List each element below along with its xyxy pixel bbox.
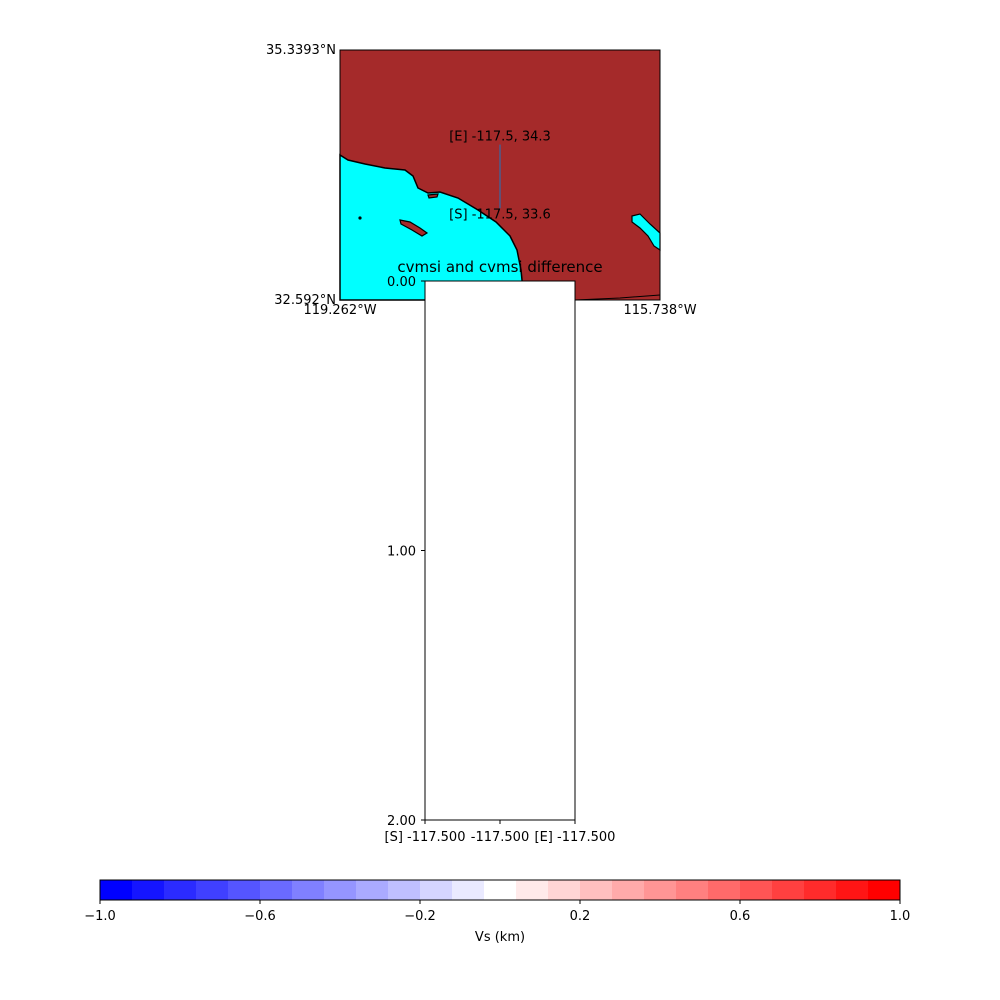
colorbar-segment (740, 880, 773, 900)
colorbar-segment (228, 880, 261, 900)
colorbar-segment (516, 880, 549, 900)
chart-title: cvmsi and cvmsi difference (397, 258, 602, 276)
colorbar-segment (772, 880, 805, 900)
colorbar-segment (612, 880, 645, 900)
y-tick-label: 0.00 (387, 275, 416, 290)
x-tick-label: −0.2 (404, 909, 436, 924)
island (399, 219, 429, 237)
colorbar-segment (644, 880, 677, 900)
plot-area (424, 280, 576, 821)
border (574, 294, 661, 301)
x-tick-label: [S] -117.500 (385, 830, 466, 845)
colorbar-segment (804, 880, 837, 900)
colorbar-segment (836, 880, 869, 900)
colorbar-segment (420, 880, 453, 900)
x-tick-label: -117.500 (471, 830, 529, 845)
colorbar-segment (676, 880, 709, 900)
colorbar-segment (452, 880, 485, 900)
colorbar-segment (580, 880, 613, 900)
x-tick-label: −1.0 (84, 909, 116, 924)
colorbar-segment (100, 880, 133, 900)
colorbar-segment (260, 880, 293, 900)
colorbar-segment (132, 880, 165, 900)
colorbar-segment (356, 880, 389, 900)
annotation: [E] -117.5, 34.3 (449, 130, 551, 145)
y-tick-label: 32.592°N (274, 293, 336, 308)
x-tick-label: [E] -117.500 (535, 830, 616, 845)
colorbar-label: Vs (km) (475, 930, 525, 945)
colorbar-segment (388, 880, 421, 900)
island (427, 193, 439, 199)
colorbar-segment (324, 880, 357, 900)
colorbar-segment (548, 880, 581, 900)
x-tick-label: 1.0 (890, 909, 911, 924)
colorbar-frame (99, 879, 901, 901)
y-tick-label: 1.00 (387, 545, 416, 560)
y-tick-label: 35.3393°N (266, 43, 336, 58)
colorbar-segment (292, 880, 325, 900)
colorbar-segment (708, 880, 741, 900)
x-tick-label: 0.6 (730, 909, 751, 924)
x-tick-label: 119.262°W (303, 303, 376, 318)
lake (631, 213, 661, 252)
x-tick-label: −0.6 (244, 909, 276, 924)
ocean (339, 153, 525, 301)
map (339, 49, 661, 301)
colorbar-segment (484, 880, 517, 900)
y-tick-label: 2.00 (387, 814, 416, 829)
colorbar-segment (868, 880, 901, 900)
annotation: [S] -117.5, 33.6 (449, 207, 551, 222)
colorbar-segment (164, 880, 197, 900)
x-tick-label: 0.2 (570, 909, 591, 924)
island (358, 216, 362, 220)
x-tick-label: 115.738°W (623, 303, 696, 318)
colorbar-segment (196, 880, 229, 900)
